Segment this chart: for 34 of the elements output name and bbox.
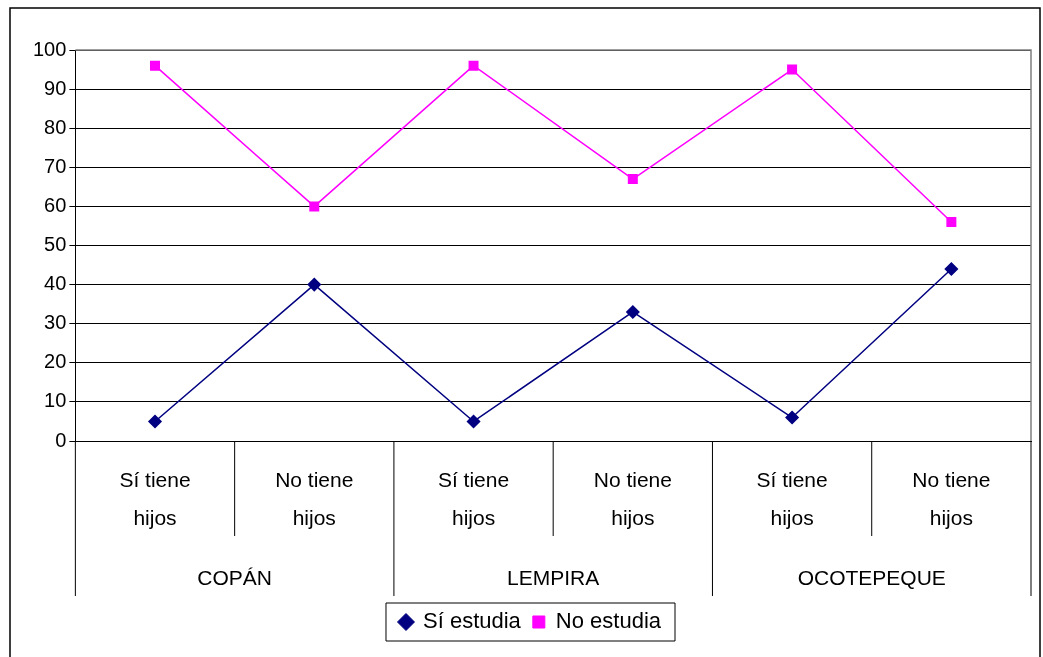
point (626, 305, 640, 319)
text: LEMPIRA (507, 565, 600, 589)
x-tick-label: Sí tiene hijos (756, 467, 828, 529)
legend-label: Sí estudia (422, 608, 522, 634)
point (787, 64, 798, 75)
y-tick-label: 10 (44, 389, 67, 412)
legend-label: No estudia (555, 608, 662, 634)
point (150, 60, 160, 71)
point (466, 414, 481, 429)
x-tick-label: No tiene hijos (593, 467, 672, 529)
point (307, 277, 322, 292)
y-tick-label: 100 (32, 37, 67, 60)
y-tick-label: 40 (44, 272, 67, 295)
y-tick-label: 0 (55, 428, 67, 451)
point (309, 201, 320, 212)
text: COPÁN (197, 565, 272, 589)
y-tick-label: 50 (44, 233, 67, 256)
point (627, 174, 638, 185)
point (946, 217, 957, 228)
x-tick-label: Sí tiene hijos (437, 467, 510, 529)
point (785, 410, 799, 425)
y-tick-label: 80 (44, 115, 67, 138)
y-tick-label: 60 (44, 193, 67, 216)
x-tick-label: Sí tiene hijos (119, 467, 191, 529)
y-tick-label: 70 (44, 154, 67, 177)
x-tick-label: No tiene hijos (912, 467, 991, 529)
x-tick-label: No tiene hijos (275, 467, 354, 529)
y-tick-label: 20 (44, 350, 67, 373)
point (468, 60, 479, 71)
text: OCOTEPEQUE (797, 565, 946, 589)
y-tick-label: 30 (44, 311, 67, 334)
y-tick-label: 90 (44, 76, 67, 99)
point (148, 414, 162, 429)
point (944, 262, 959, 276)
